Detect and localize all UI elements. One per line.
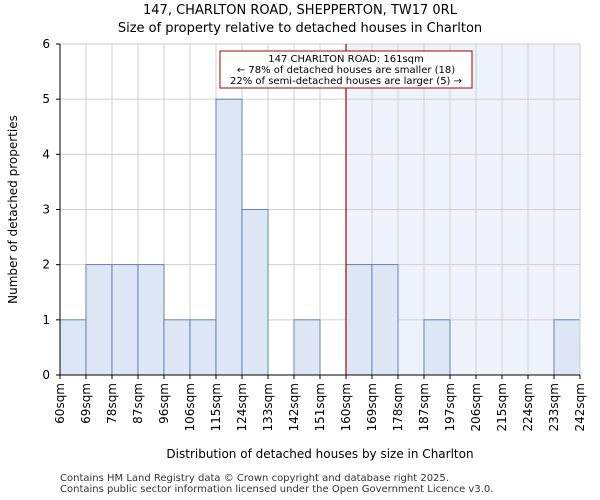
bar-187sqm [423, 319, 451, 376]
chart-title-address: 147, CHARLTON ROAD, SHEPPERTON, TW17 0RL [143, 3, 457, 18]
x-axis-label: Distribution of detached houses by size … [166, 447, 473, 461]
x-tick-label-187sqm: 187sqm [417, 383, 431, 431]
x-tick-label-78sqm: 78sqm [105, 383, 119, 424]
x-tick-label-169sqm: 169sqm [365, 383, 379, 431]
y-tick-label: 1 [42, 313, 50, 327]
bar-96sqm [163, 319, 191, 376]
y-axis: 0 1 2 3 4 5 6 [42, 37, 61, 382]
chart-title-subtitle: Size of property relative to detached ho… [117, 21, 483, 36]
x-tick-label-233sqm: 233sqm [547, 383, 561, 431]
annotation-line-2: ← 78% of detached houses are smaller (18… [237, 65, 455, 76]
footer-licence: Contains public sector information licen… [60, 484, 494, 495]
y-axis-label: Number of detached properties [6, 115, 20, 304]
x-tick-label-106sqm: 106sqm [183, 383, 197, 431]
x-tick-label-151sqm: 151sqm [313, 383, 327, 431]
bar-69sqm [85, 264, 113, 376]
x-tick-label-96sqm: 96sqm [157, 383, 171, 424]
bar-115sqm [215, 98, 243, 376]
y-tick-label: 5 [42, 92, 50, 106]
x-tick-label-178sqm: 178sqm [391, 383, 405, 431]
x-tick-label-224sqm: 224sqm [521, 383, 535, 431]
bar-78sqm [111, 264, 139, 376]
x-tick-label-242sqm: 242sqm [573, 383, 587, 431]
y-tick-label: 3 [42, 203, 50, 217]
property-annotation: 147 CHARLTON ROAD: 161sqm ← 78% of detac… [219, 50, 473, 89]
bar-60sqm [59, 319, 87, 376]
x-tick-label-69sqm: 69sqm [79, 383, 93, 424]
x-axis: 60sqm 69sqm 78sqm 87sqm 96sqm 106sqm 115sqm 124… [53, 374, 587, 431]
bars [59, 98, 581, 376]
x-tick-label-160sqm: 160sqm [339, 383, 353, 431]
x-tick-label-133sqm: 133sqm [261, 383, 275, 431]
bar-233sqm [553, 319, 581, 376]
footer-copyright: Contains HM Land Registry data © Crown c… [60, 473, 449, 484]
y-tick-label: 4 [42, 147, 50, 161]
bar-106sqm [189, 319, 217, 376]
y-tick-label: 2 [42, 258, 50, 272]
x-tick-label-206sqm: 206sqm [469, 383, 483, 431]
x-tick-label-215sqm: 215sqm [495, 383, 509, 431]
annotation-line-3: 22% of semi-detached houses are larger (… [230, 76, 462, 87]
x-tick-label-60sqm: 60sqm [53, 383, 67, 424]
bar-142sqm [293, 319, 321, 376]
annotation-line-1: 147 CHARLTON ROAD: 161sqm [268, 54, 424, 65]
x-tick-label-87sqm: 87sqm [131, 383, 145, 424]
bar-160sqm [345, 264, 373, 376]
annotation-box [219, 50, 473, 89]
x-tick-label-142sqm: 142sqm [287, 383, 301, 431]
bar-124sqm [241, 209, 269, 376]
x-tick-label-124sqm: 124sqm [235, 383, 249, 431]
x-tick-label-115sqm: 115sqm [209, 383, 223, 431]
bar-169sqm [371, 264, 399, 376]
histogram-chart: 0 1 2 3 4 5 6 60sqm 69sqm 78sqm 87sqm 96sqm 106sqm 1… [6, 37, 587, 461]
y-tick-label: 0 [42, 368, 50, 382]
x-tick-label-197sqm: 197sqm [443, 383, 457, 431]
bar-87sqm [137, 264, 165, 376]
y-tick-label: 6 [42, 37, 50, 51]
